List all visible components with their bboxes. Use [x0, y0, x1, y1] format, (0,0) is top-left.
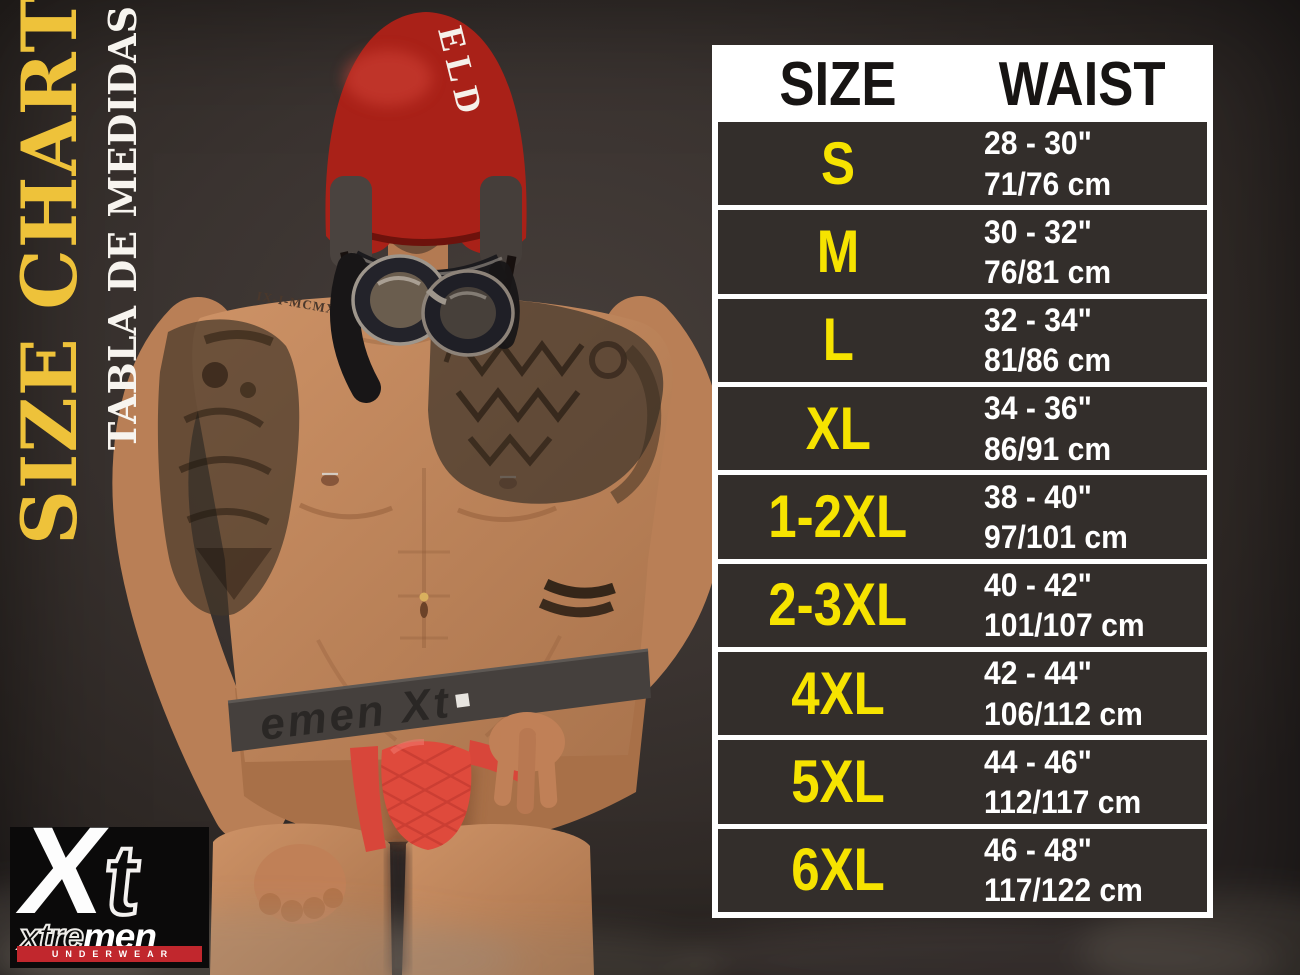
- logo-underwear-banner: UNDERWEAR: [17, 946, 202, 962]
- model-hands: [254, 712, 565, 924]
- waist-cm: 106/112 cm: [984, 695, 1143, 732]
- waist-cm: 76/81 cm: [984, 253, 1112, 290]
- size-column-header: SIZE: [779, 49, 897, 119]
- waist-cm: 112/117 cm: [984, 783, 1142, 820]
- table-row-4xl: 4XL 42 - 44" 106/112 cm: [718, 651, 1207, 736]
- waist-inches: 40 - 42": [984, 566, 1092, 603]
- waist-inches: 42 - 44": [984, 655, 1092, 692]
- table-row-xl: XL 34 - 36" 86/91 cm: [718, 386, 1207, 471]
- waist-cell: 44 - 46" 112/117 cm: [958, 742, 1207, 823]
- waist-cm: 81/86 cm: [984, 342, 1112, 379]
- table-row-6xl: 6XL 46 - 48" 117/122 cm: [718, 828, 1207, 912]
- waist-inches: 34 - 36": [984, 390, 1092, 427]
- size-cell: 2-3XL: [768, 571, 908, 639]
- size-cell: S: [820, 129, 856, 197]
- waist-inches: 32 - 34": [984, 302, 1092, 338]
- waist-inches: 28 - 30": [984, 125, 1092, 162]
- waist-cell: 30 - 32" 76/81 cm: [958, 212, 1207, 293]
- forearm-band-tattoos: [538, 578, 616, 618]
- waist-cm: 86/91 cm: [984, 430, 1112, 467]
- table-header: SIZE WAIST: [718, 49, 1207, 119]
- helmet: ELD: [325, 12, 527, 313]
- size-cell: 1-2XL: [768, 482, 908, 550]
- waist-cm: 117/122 cm: [984, 872, 1143, 909]
- waist-cell: 38 - 40" 97/101 cm: [958, 477, 1207, 558]
- waist-cell: 34 - 36" 86/91 cm: [958, 388, 1207, 469]
- size-cell: XL: [805, 394, 871, 462]
- size-cell: M: [816, 217, 860, 285]
- size-cell: 5XL: [791, 747, 885, 815]
- waist-cell: 32 - 34" 81/86 cm: [958, 300, 1207, 381]
- table-row-l: L 32 - 34" 81/86 cm: [718, 298, 1207, 382]
- waist-column-header: WAIST: [999, 49, 1166, 119]
- waist-cm: 97/101 cm: [984, 518, 1128, 555]
- waist-cm: 71/76 cm: [984, 165, 1112, 202]
- waist-inches: 38 - 40": [984, 478, 1092, 515]
- waist-inches: 46 - 48": [984, 831, 1092, 868]
- size-cell: L: [822, 306, 854, 374]
- waist-cell: 46 - 48" 117/122 cm: [958, 830, 1207, 911]
- shoulder-tattoo: [157, 319, 300, 616]
- table-row-s: S 28 - 30" 71/76 cm: [718, 122, 1207, 206]
- xtremen-logo: X t xtremen UNDERWEAR: [10, 827, 209, 968]
- page-subtitle: TABLA DE MEDIDAS: [100, 5, 145, 450]
- goggles: [329, 250, 520, 403]
- table-row-2-3xl: 2-3XL 40 - 42" 101/107 cm: [718, 563, 1207, 647]
- waist-cell: 28 - 30" 71/76 cm: [958, 123, 1207, 204]
- page-title: SIZE CHART: [5, 0, 94, 545]
- waist-cm: 101/107 cm: [984, 607, 1145, 644]
- size-cell: 4XL: [791, 659, 885, 727]
- waist-cell: 42 - 44" 106/112 cm: [958, 653, 1207, 734]
- size-table: SIZE WAIST S 28 - 30" 71/76 cm M 30 - 32…: [712, 45, 1213, 918]
- size-cell: 6XL: [791, 836, 885, 904]
- table-row-m: M 30 - 32" 76/81 cm: [718, 210, 1207, 294]
- waist-inches: 30 - 32": [984, 213, 1092, 250]
- table-row-1-2xl: 1-2XL 38 - 40" 97/101 cm: [718, 475, 1207, 559]
- waist-cell: 40 - 42" 101/107 cm: [958, 565, 1207, 646]
- table-row-5xl: 5XL 44 - 46" 112/117 cm: [718, 740, 1207, 824]
- waist-inches: 44 - 46": [984, 743, 1092, 780]
